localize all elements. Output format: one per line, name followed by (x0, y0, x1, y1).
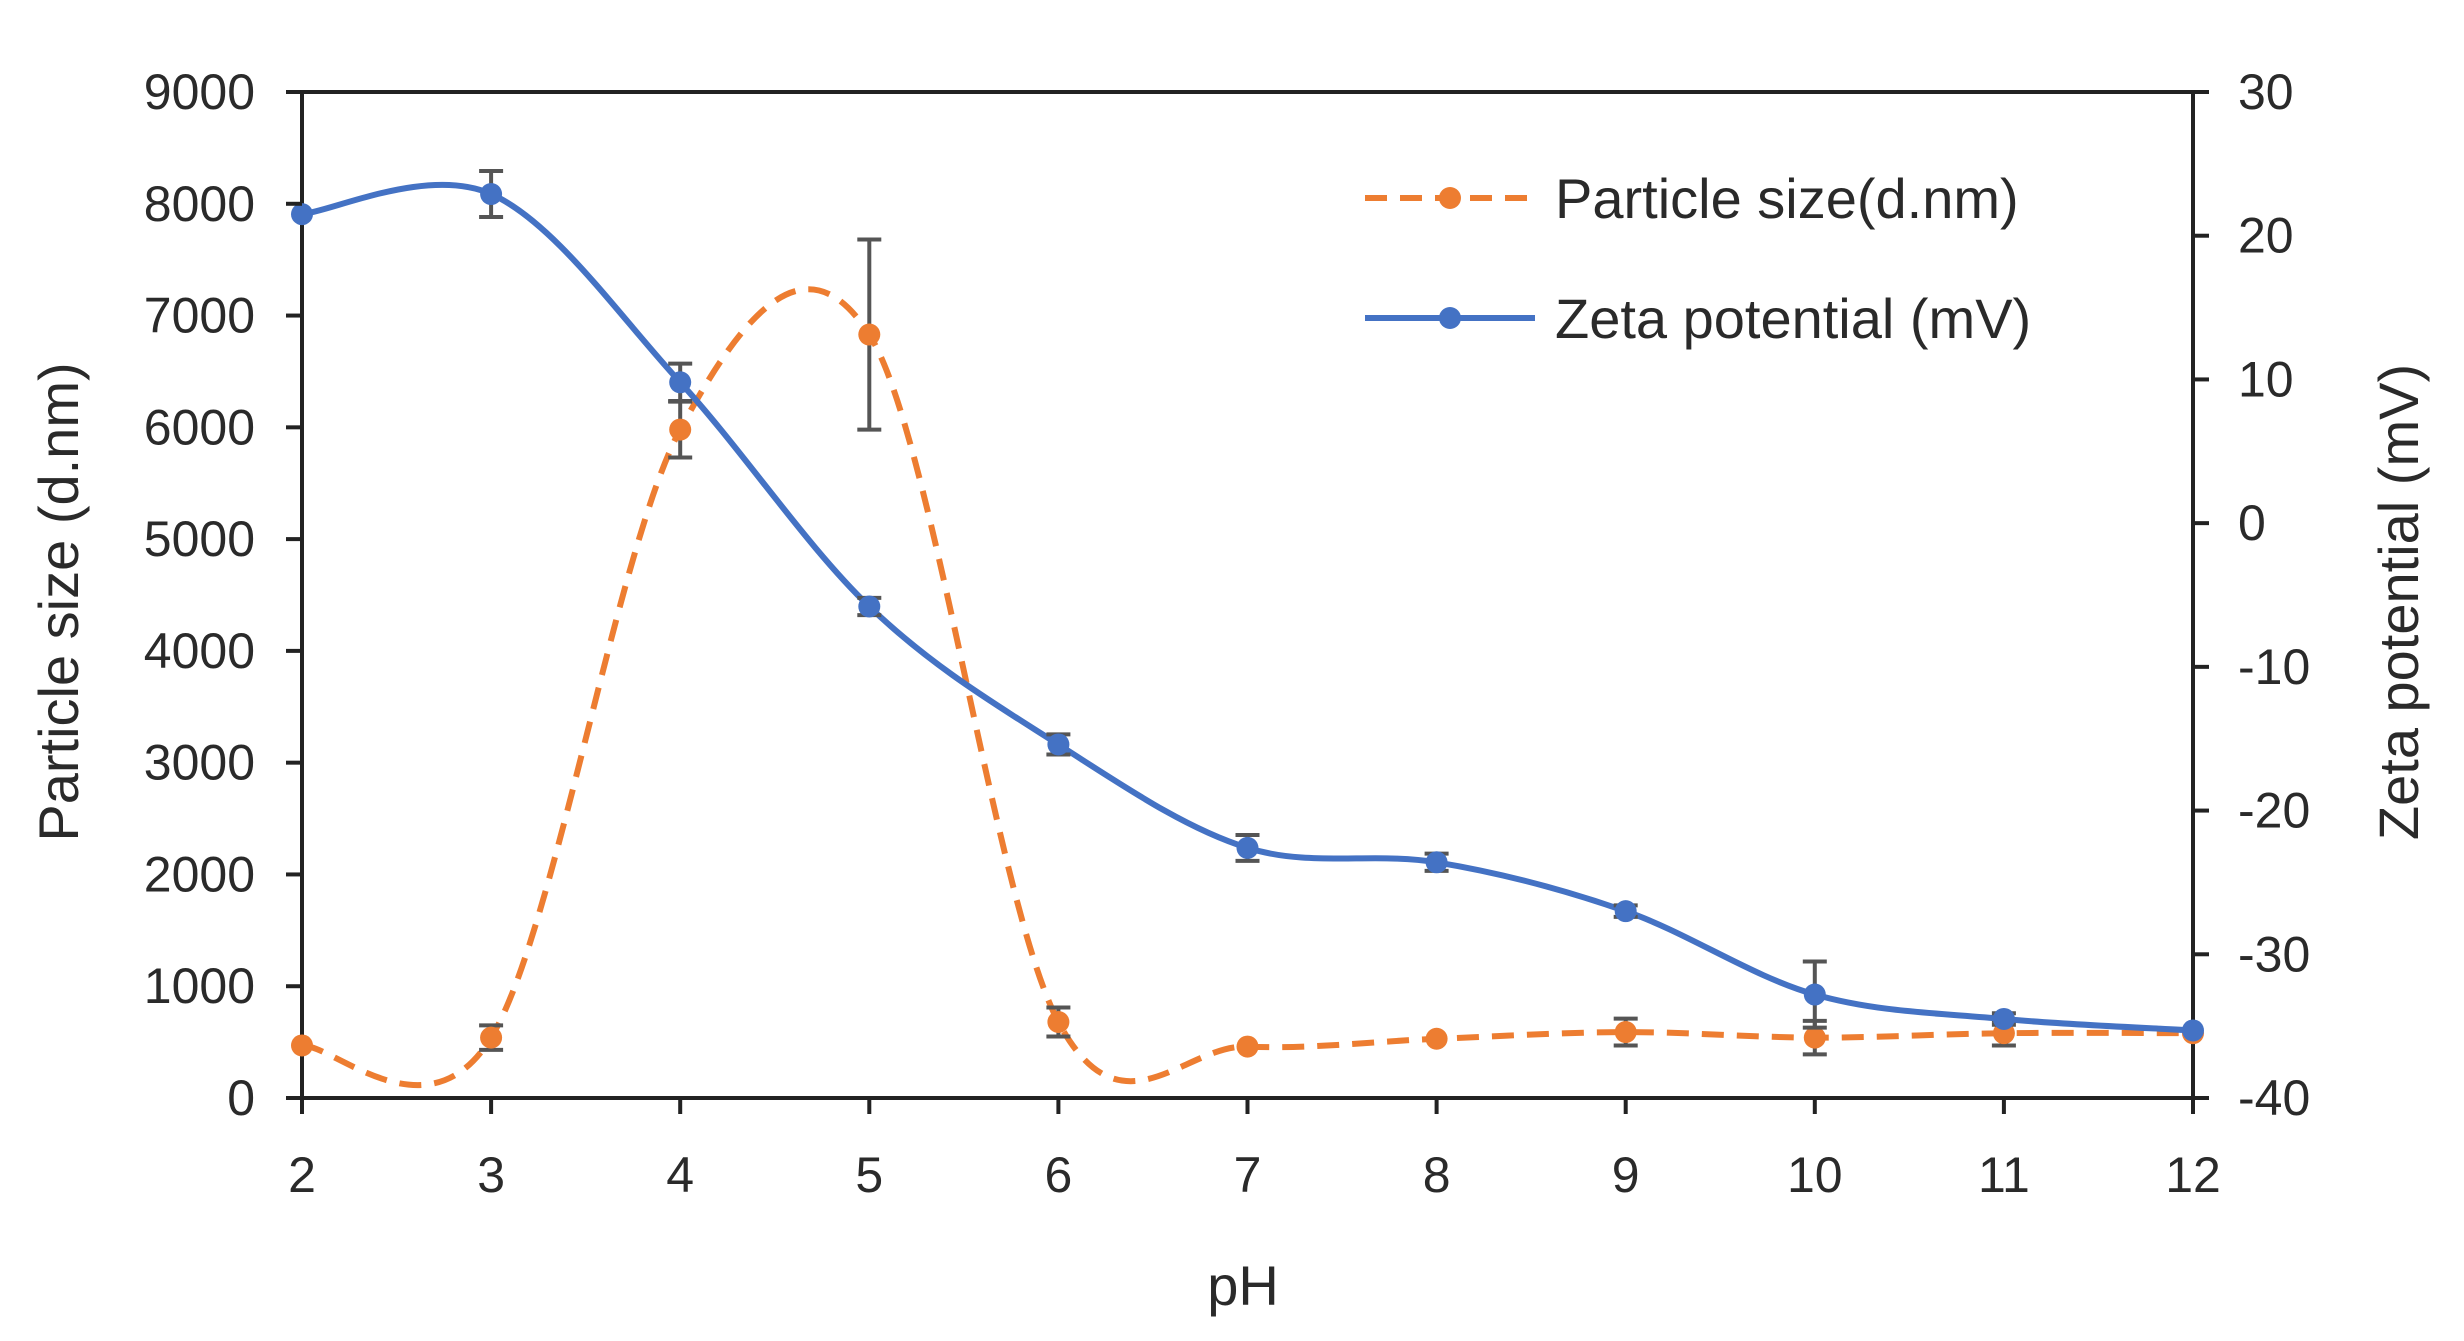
x-tick-label: 3 (477, 1147, 505, 1203)
y-tick-label: 4000 (144, 623, 255, 679)
x-tick-label: 10 (1787, 1147, 1843, 1203)
y-tick-label: 3000 (144, 735, 255, 791)
legend-marker-particle-size (1439, 187, 1461, 209)
data-point-zeta-potential-mv (1236, 836, 1259, 859)
data-point-particle-size-d-nm (858, 323, 881, 346)
x-tick-label: 6 (1044, 1147, 1072, 1203)
legend-label-particle-size: Particle size(d.nm) (1555, 167, 2019, 230)
data-point-particle-size-d-nm (669, 418, 692, 441)
y2-tick-label: -30 (2238, 926, 2310, 982)
y2-tick-label: -20 (2238, 783, 2310, 839)
y-tick-label: 8000 (144, 176, 255, 232)
data-point-zeta-potential-mv (2182, 1019, 2204, 1042)
legend-marker-zeta-potential (1439, 307, 1461, 329)
y2-axis-title: Zeta potential (mV) (2367, 364, 2430, 840)
data-point-zeta-potential-mv (480, 183, 503, 206)
data-point-zeta-potential-mv (669, 371, 692, 394)
x-tick-label: 12 (2165, 1147, 2221, 1203)
plot-area-frame (300, 90, 2195, 1100)
data-point-particle-size-d-nm (1803, 1026, 1826, 1049)
y-tick-label: 1000 (144, 958, 255, 1014)
y2-tick-label: -40 (2238, 1070, 2310, 1126)
data-point-zeta-potential-mv (1992, 1007, 2015, 1030)
y-tick-label: 0 (227, 1070, 255, 1126)
data-point-zeta-potential-mv (1047, 733, 1070, 756)
data-point-zeta-potential-mv (291, 203, 313, 226)
data-point-particle-size-d-nm (1425, 1027, 1448, 1050)
x-axis-title: pH (1207, 1254, 1279, 1317)
y2-tick-label: 20 (2238, 208, 2294, 264)
data-point-zeta-potential-mv (1425, 851, 1448, 874)
x-tick-label: 2 (288, 1147, 316, 1203)
data-point-particle-size-d-nm (1236, 1035, 1259, 1058)
y2-tick-label: 10 (2238, 351, 2294, 407)
data-point-zeta-potential-mv (858, 595, 881, 618)
series-line-zeta-potential-mv (301, 181, 2194, 1034)
data-point-zeta-potential-mv (1614, 900, 1637, 923)
y-tick-label: 7000 (144, 288, 255, 344)
x-tick-label: 11 (1978, 1147, 2030, 1203)
x-tick-label: 9 (1612, 1147, 1640, 1203)
data-point-particle-size-d-nm (480, 1026, 503, 1049)
x-tick-label: 5 (855, 1147, 883, 1203)
y-tick-label: 2000 (144, 846, 255, 902)
y-tick-label: 5000 (144, 511, 255, 567)
y2-tick-label: -10 (2238, 639, 2310, 695)
y2-tick-label: 30 (2238, 64, 2294, 120)
data-point-particle-size-d-nm (1614, 1021, 1637, 1044)
y2-tick-label: 0 (2238, 495, 2266, 551)
data-point-particle-size-d-nm (291, 1034, 313, 1057)
x-tick-label: 8 (1423, 1147, 1451, 1203)
y-tick-label: 9000 (144, 64, 255, 120)
legend-label-zeta-potential: Zeta potential (mV) (1555, 287, 2031, 350)
series-line-particle-size-d-nm (301, 286, 2194, 1089)
data-point-particle-size-d-nm (1047, 1010, 1070, 1033)
y-axis-title: Particle size (d.nm) (27, 362, 90, 841)
x-tick-label: 7 (1234, 1147, 1262, 1203)
data-point-zeta-potential-mv (1803, 983, 1826, 1006)
y-tick-label: 6000 (144, 399, 255, 455)
x-tick-label: 4 (666, 1147, 694, 1203)
